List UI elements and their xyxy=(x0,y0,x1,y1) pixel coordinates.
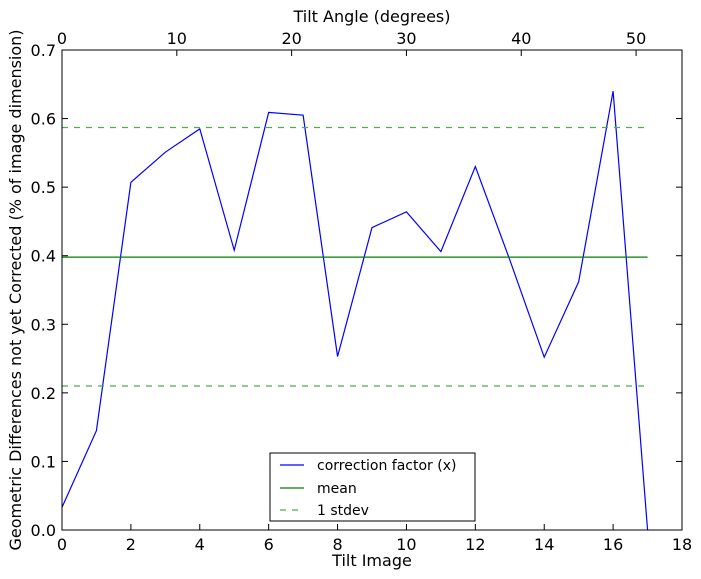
y-tick-label: 0.5 xyxy=(31,178,56,197)
top-x-tick-label: 30 xyxy=(396,29,416,48)
series-line-0 xyxy=(61,91,649,531)
y-tick-label: 0.7 xyxy=(31,41,56,60)
plot-frame xyxy=(61,49,683,531)
legend-label-stdev: 1 stdev xyxy=(317,503,369,519)
y-tick-label: 0.4 xyxy=(31,247,56,266)
y-tick-label: 0.1 xyxy=(31,452,56,471)
y-tick-label: 0.0 xyxy=(31,521,56,540)
legend-label-mean: mean xyxy=(317,481,357,497)
x-tick-label: 10 xyxy=(396,535,416,554)
top-x-tick-label: 0 xyxy=(57,29,67,48)
y-axis-label: Geometric Differences not yet Corrected … xyxy=(6,29,25,550)
x-tick-label: 6 xyxy=(264,535,274,554)
x-tick-label: 8 xyxy=(332,535,342,554)
x-tick-label: 16 xyxy=(603,535,623,554)
x-tick-label: 0 xyxy=(57,535,67,554)
y-tick-label: 0.3 xyxy=(31,315,56,334)
legend-label-correction: correction factor (x) xyxy=(317,458,456,474)
x-tick-label: 14 xyxy=(534,535,554,554)
y-tick-label: 0.2 xyxy=(31,384,56,403)
top-x-tick-label: 20 xyxy=(281,29,301,48)
top-x-tick-label: 50 xyxy=(626,29,646,48)
y-tick-label: 0.6 xyxy=(31,110,56,129)
x-tick-label: 4 xyxy=(195,535,205,554)
legend: correction factor (x) mean 1 stdev xyxy=(269,452,476,522)
x-tick-label: 2 xyxy=(126,535,136,554)
x-tick-label: 18 xyxy=(672,535,692,554)
top-x-axis-label: Tilt Angle (degrees) xyxy=(292,7,450,26)
top-x-tick-label: 10 xyxy=(167,29,187,48)
series-layer xyxy=(61,91,649,531)
top-x-tick-label: 40 xyxy=(511,29,531,48)
ticks-layer: 0 2 4 6 8 10 12 14 16 180.00.10.20.30.40.50.60.70… xyxy=(31,29,693,554)
legend-box xyxy=(269,452,476,522)
x-axis-label: Tilt Image xyxy=(331,551,412,570)
x-tick-label: 12 xyxy=(465,535,485,554)
